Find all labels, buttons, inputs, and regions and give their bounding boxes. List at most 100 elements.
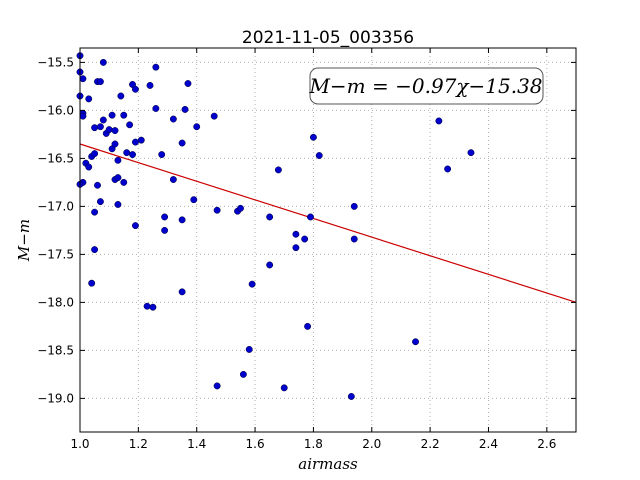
data-point xyxy=(347,393,355,400)
data-point xyxy=(301,235,309,243)
data-point xyxy=(178,139,186,147)
data-point xyxy=(143,302,151,310)
data-point xyxy=(146,81,154,89)
plot-area xyxy=(76,52,577,400)
data-point xyxy=(292,244,300,252)
grid xyxy=(79,48,576,432)
data-point xyxy=(169,176,177,183)
y-tick-label: −15.5 xyxy=(37,55,74,69)
data-point xyxy=(169,115,177,123)
fit-equation-text: M−m = −0.97χ−15.38 xyxy=(308,74,542,98)
x-tick-label: 2.4 xyxy=(479,437,498,451)
x-tick-label: 2.6 xyxy=(537,437,556,451)
data-point xyxy=(88,279,96,287)
data-point xyxy=(96,198,104,206)
data-point xyxy=(94,181,101,189)
chart-title: 2021-11-05_003356 xyxy=(242,28,414,48)
data-point xyxy=(245,345,253,353)
data-point xyxy=(108,111,116,119)
data-point xyxy=(237,204,244,212)
data-point xyxy=(315,152,323,159)
y-tick-label: −17.5 xyxy=(37,247,74,261)
x-tick-label: 1.0 xyxy=(70,437,89,451)
data-point xyxy=(239,370,247,378)
data-point xyxy=(350,235,358,243)
data-point xyxy=(117,92,125,100)
data-point xyxy=(213,206,221,214)
data-point xyxy=(123,149,131,157)
data-point xyxy=(91,246,99,254)
data-point xyxy=(85,163,93,171)
data-point xyxy=(96,78,104,86)
y-tick-label: −16.5 xyxy=(37,151,74,165)
data-point xyxy=(444,165,452,173)
y-tick-label: −18.5 xyxy=(37,343,74,357)
y-tick-label: −19.0 xyxy=(37,391,74,405)
fit-line xyxy=(79,143,577,303)
data-point xyxy=(149,303,157,311)
data-point xyxy=(213,382,221,390)
data-point xyxy=(412,338,419,346)
data-point xyxy=(178,288,186,296)
annotation-box xyxy=(309,67,544,105)
data-point xyxy=(120,178,128,186)
data-point xyxy=(178,216,186,224)
data-point xyxy=(79,112,87,120)
y-tick-label: −17.0 xyxy=(37,199,74,213)
data-point xyxy=(158,151,166,159)
data-point xyxy=(131,222,139,230)
ticks: 1.0 1.2 1.4 1.6 1.8 2.0 2.2 2.4 2.6 −15.5 −16.0 −16… xyxy=(37,48,576,451)
data-point xyxy=(126,121,134,129)
x-axis-label: airmass xyxy=(298,455,358,473)
x-tick-label: 1.2 xyxy=(129,437,148,451)
data-point xyxy=(114,201,122,208)
data-point xyxy=(248,280,256,288)
data-point xyxy=(181,105,189,113)
data-point xyxy=(120,111,128,119)
x-tick-label: 1.6 xyxy=(246,437,265,451)
data-point xyxy=(114,156,122,164)
data-point xyxy=(307,213,314,221)
axes-frame xyxy=(79,47,577,433)
data-point xyxy=(111,127,119,135)
data-point xyxy=(111,140,119,148)
data-point xyxy=(309,133,317,141)
data-point xyxy=(99,58,107,66)
data-point xyxy=(131,138,139,146)
data-point xyxy=(210,112,218,120)
data-point xyxy=(105,126,113,134)
data-point xyxy=(91,124,99,132)
x-tick-label: 1.4 xyxy=(187,437,206,451)
data-point xyxy=(152,105,160,112)
data-point xyxy=(114,174,122,182)
data-point xyxy=(161,213,169,221)
data-point xyxy=(184,80,192,87)
data-point xyxy=(131,85,139,93)
data-point xyxy=(292,230,300,238)
data-point xyxy=(266,213,274,221)
data-point xyxy=(266,261,274,269)
data-point xyxy=(190,196,198,204)
data-point xyxy=(99,116,107,124)
data-point xyxy=(467,149,475,157)
data-point xyxy=(161,226,169,234)
fit-equation-box: M−m = −0.97χ−15.38 xyxy=(308,67,544,105)
data-point xyxy=(350,202,358,210)
data-point xyxy=(129,151,136,159)
data-point xyxy=(91,208,99,216)
x-tick-label: 1.8 xyxy=(304,437,323,451)
data-point xyxy=(91,150,99,158)
data-point xyxy=(96,123,104,131)
data-point xyxy=(152,63,160,71)
data-point xyxy=(304,322,312,330)
y-tick-label: −16.0 xyxy=(37,103,74,117)
x-tick-label: 2.2 xyxy=(421,437,440,451)
data-point xyxy=(79,75,87,83)
y-axis-label: M−m xyxy=(15,219,33,262)
data-point xyxy=(193,123,201,131)
y-tick-label: −18.0 xyxy=(37,295,74,309)
data-point xyxy=(280,384,288,392)
data-point xyxy=(137,136,145,144)
x-tick-label: 2.0 xyxy=(362,437,381,451)
